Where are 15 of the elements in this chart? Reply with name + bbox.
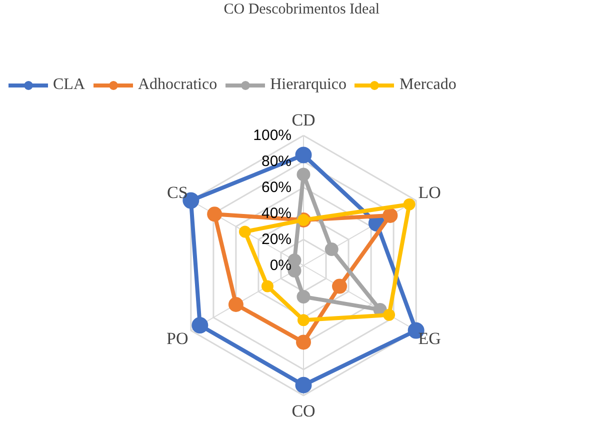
spoke-label: PO [166, 328, 188, 348]
y-tick-label: 0% [270, 257, 292, 274]
spoke-label: CO [292, 402, 316, 421]
y-tick-label: 100% [253, 127, 292, 144]
chart-title: CO Descobrimentos Ideal [224, 2, 380, 18]
spoke-label: CD [292, 110, 316, 130]
y-tick-label: 20% [261, 231, 292, 248]
legend-label: Adhocratico [138, 76, 218, 94]
spoke-label: LO [418, 183, 441, 202]
spoke-label: EG [418, 328, 441, 348]
legend-label: Mercado [399, 76, 456, 94]
legend-label: Hierarquico [270, 76, 346, 94]
legend-label: CLA [53, 76, 85, 94]
y-tick-label: 60% [261, 179, 292, 196]
spoke-label: CS [167, 183, 188, 202]
